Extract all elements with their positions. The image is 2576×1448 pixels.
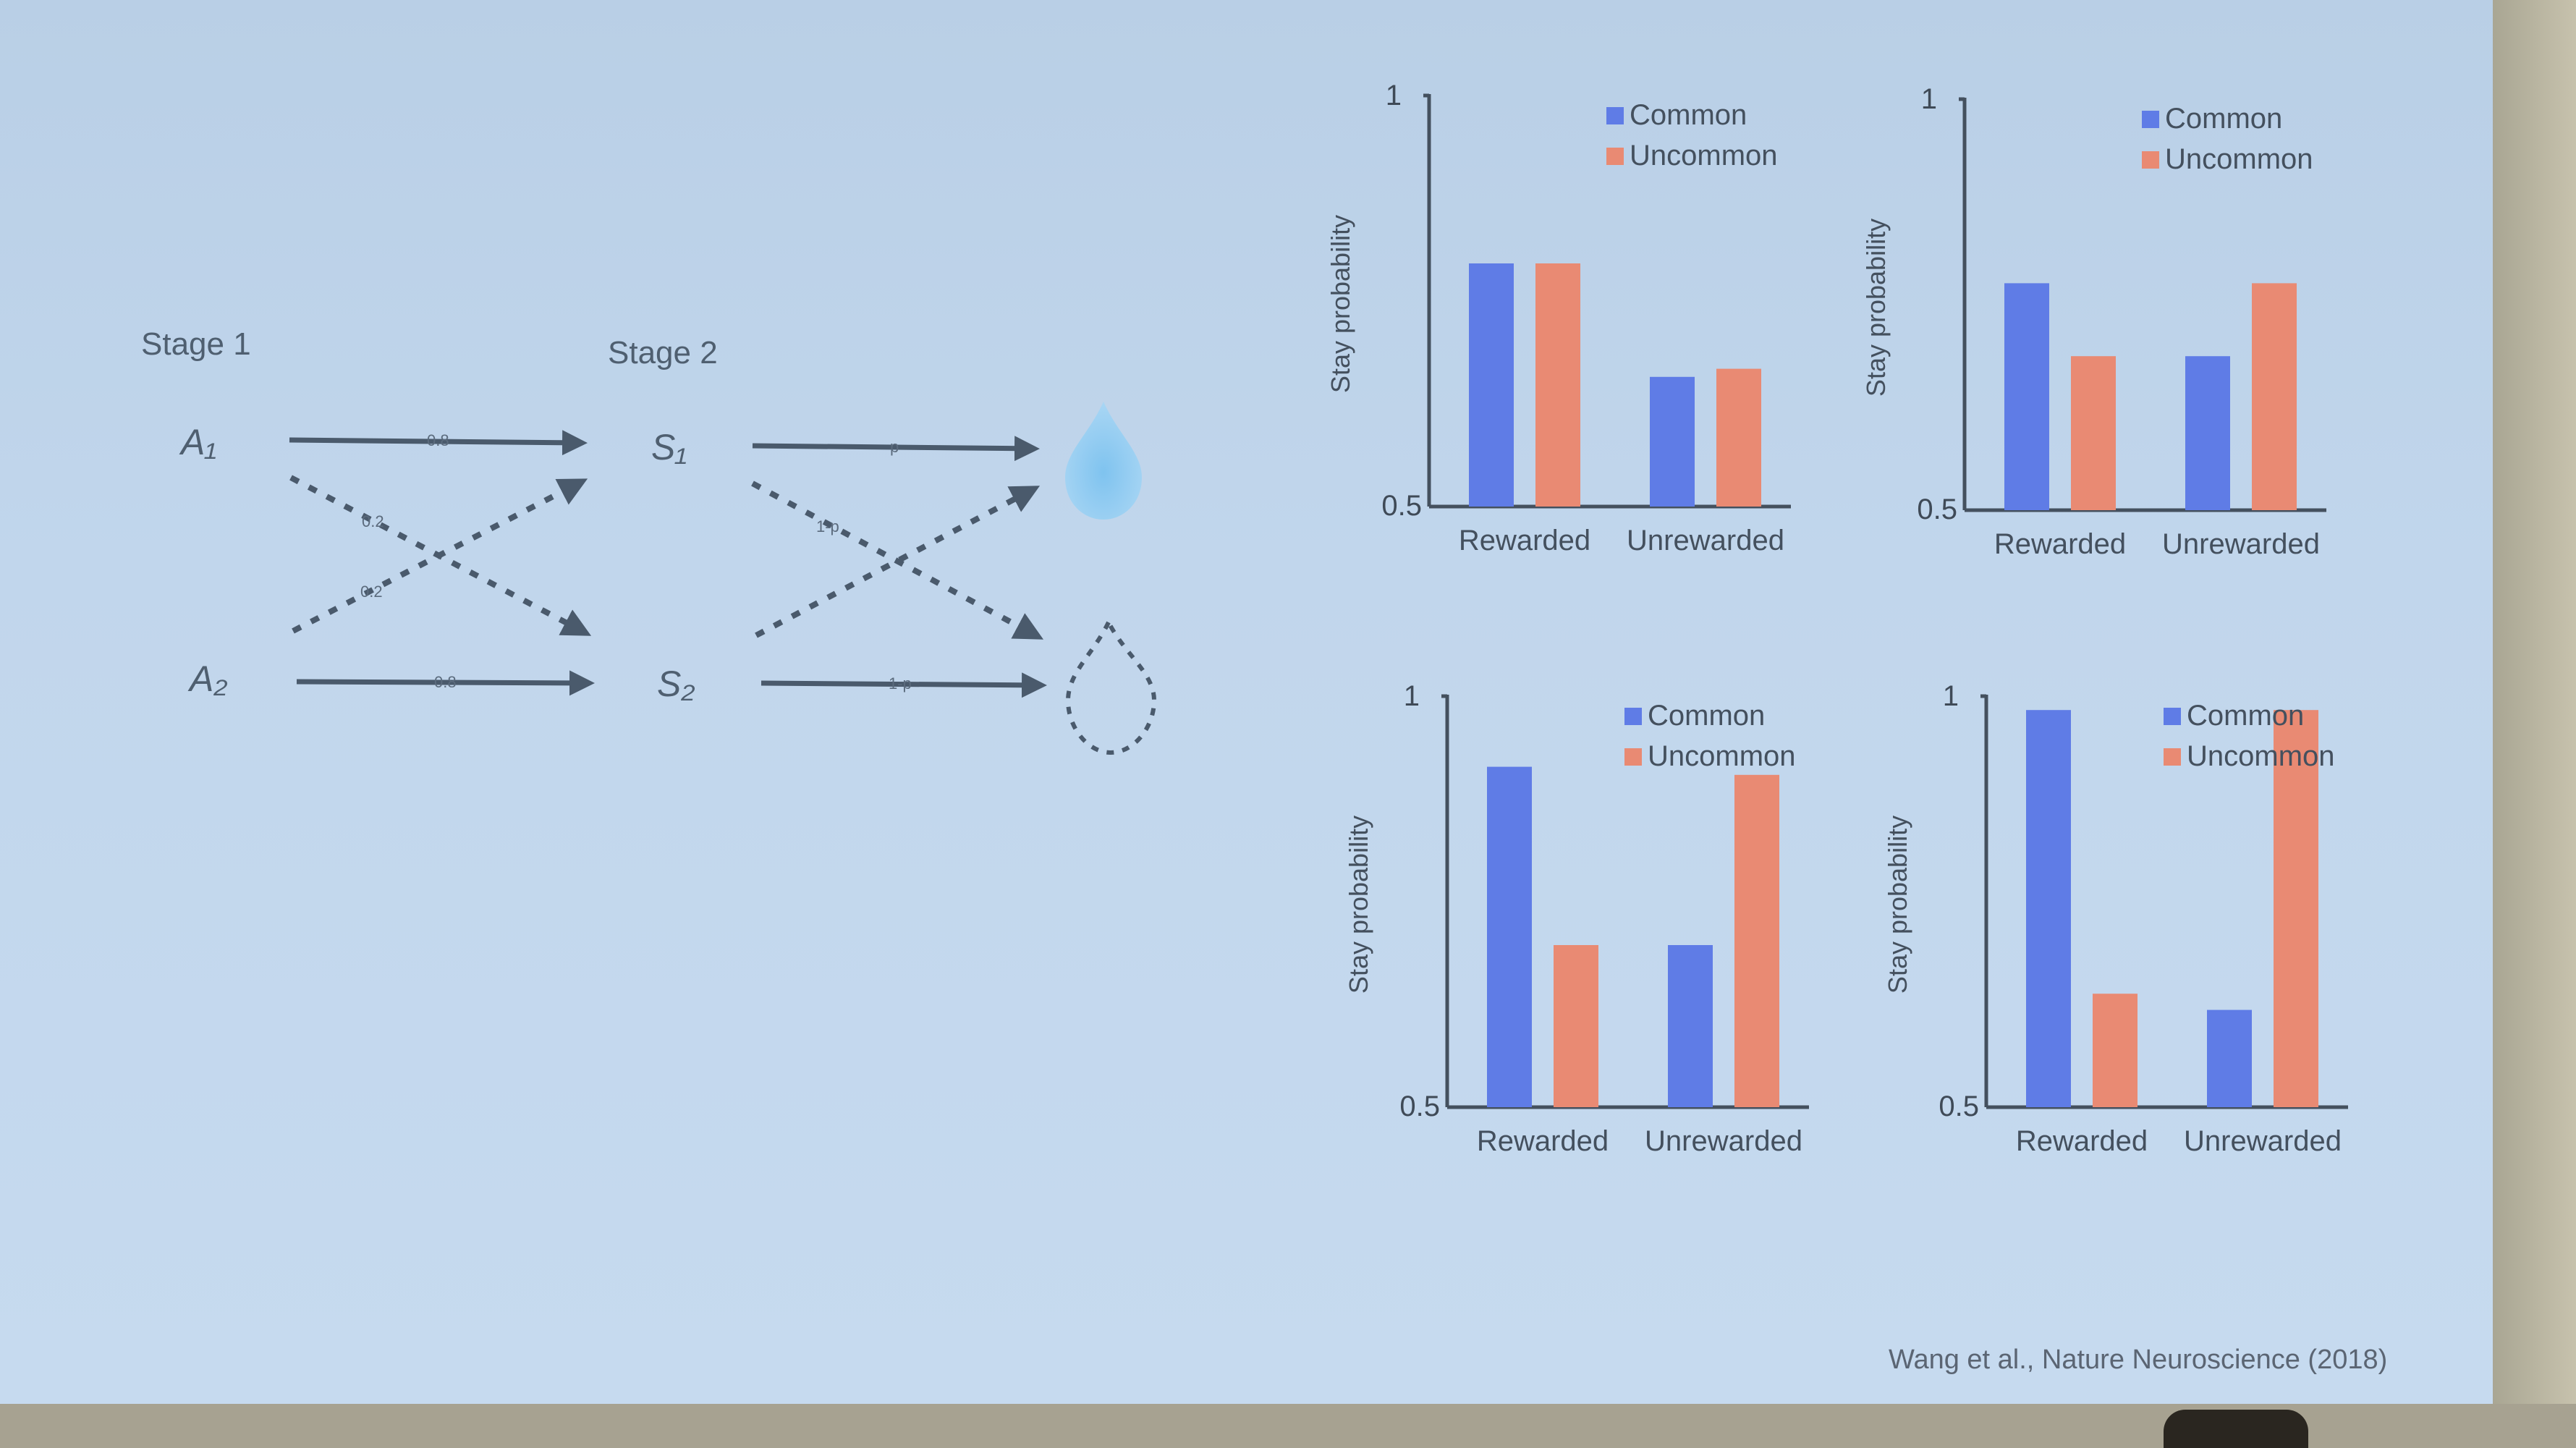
chart-1: 1 0.5 Stay probability Rewarded Unrewarded Co… bbox=[1326, 80, 1791, 556]
legend-label-uncommon: Uncommon bbox=[2187, 740, 2335, 772]
bar-uncommon-rewarded bbox=[2071, 356, 2116, 510]
node-a1: A₁ bbox=[179, 422, 216, 462]
arrow-a2-s1 bbox=[292, 478, 588, 634]
y-tick-label: 0.5 bbox=[1381, 490, 1422, 522]
arrow-s2-noreward bbox=[760, 672, 1047, 698]
bar-uncommon-rewarded bbox=[1554, 945, 1598, 1107]
bar-common-rewarded bbox=[1469, 263, 1514, 507]
y-tick-label: 0.5 bbox=[1399, 1091, 1440, 1122]
x-tick-label: Unrewarded bbox=[1645, 1125, 1802, 1157]
bar-common-unrewarded bbox=[1668, 945, 1713, 1107]
legend-label-common: Common bbox=[2187, 700, 2304, 732]
legend-swatch-uncommon bbox=[2164, 748, 2181, 766]
prob-a1-s1: 0.8 bbox=[427, 431, 449, 449]
bar-common-unrewarded bbox=[2185, 356, 2230, 510]
chart-3: 1 0.5 Stay probability Rewarded Unrewarded Co… bbox=[1344, 680, 1809, 1157]
y-tick-label: 0.5 bbox=[1917, 494, 1957, 525]
y-tick-label: 1 bbox=[1386, 80, 1402, 111]
arrow-s1-noreward bbox=[751, 480, 1044, 640]
stay-probability-charts: 1 0.5 Stay probability Rewarded Unrewarded Co… bbox=[1326, 80, 2348, 1157]
bar-common-unrewarded bbox=[2207, 1009, 2252, 1107]
wall-right bbox=[2493, 0, 2576, 1448]
y-tick-label: 0.5 bbox=[1939, 1091, 1979, 1122]
x-tick-label: Rewarded bbox=[1459, 525, 1590, 556]
x-tick-label: Rewarded bbox=[2016, 1125, 2148, 1157]
x-tick-label: Unrewarded bbox=[2184, 1125, 2342, 1157]
y-tick-label: 1 bbox=[1404, 680, 1420, 712]
empty-drop-icon bbox=[1065, 617, 1157, 755]
reward-drop-icon bbox=[1065, 402, 1142, 520]
prob-s1-reward: p bbox=[890, 438, 899, 456]
x-tick-label: Rewarded bbox=[1477, 1125, 1609, 1157]
wall-bottom bbox=[0, 1404, 2576, 1448]
stage-2-label: Stage 2 bbox=[608, 335, 718, 371]
node-a2: A₂ bbox=[187, 659, 227, 699]
bar-uncommon-unrewarded bbox=[2252, 283, 2297, 510]
bar-uncommon-rewarded bbox=[1535, 263, 1580, 507]
node-s2: S₂ bbox=[657, 664, 695, 704]
bar-common-rewarded bbox=[2026, 710, 2071, 1107]
x-tick-label: Unrewarded bbox=[2162, 528, 2320, 560]
slide: Stage 1 Stage 2 A₁ A₂ S₁ S₂ 0.8 0.8 0.2 … bbox=[0, 0, 2493, 1404]
prob-s2-noreward: 1-p bbox=[889, 674, 912, 693]
legend-swatch-common bbox=[1624, 708, 1642, 725]
legend-label-uncommon: Uncommon bbox=[1648, 740, 1796, 772]
x-tick-label: Rewarded bbox=[1994, 528, 2126, 560]
cable bbox=[2164, 1410, 2308, 1448]
prob-a1-s2: 0.2 bbox=[362, 512, 384, 530]
prob-s1-noreward: 1-p bbox=[816, 517, 839, 535]
bar-common-rewarded bbox=[1487, 766, 1532, 1107]
bar-common-rewarded bbox=[2004, 283, 2049, 510]
two-stage-task-diagram: Stage 1 Stage 2 A₁ A₂ S₁ S₂ 0.8 0.8 0.2 … bbox=[141, 326, 1157, 755]
y-axis-label: Stay probability bbox=[1861, 219, 1891, 397]
node-s1: S₁ bbox=[651, 427, 687, 467]
prob-a2-s1: 0.2 bbox=[360, 583, 383, 601]
y-axis-label: Stay probability bbox=[1326, 215, 1355, 393]
legend-swatch-uncommon bbox=[1624, 748, 1642, 766]
legend-swatch-common bbox=[2142, 111, 2159, 128]
legend-swatch-common bbox=[2164, 708, 2181, 725]
legend-label-common: Common bbox=[2165, 103, 2282, 135]
arrow-a2-s2 bbox=[296, 670, 595, 696]
citation: Wang et al., Nature Neuroscience (2018) bbox=[1889, 1345, 2388, 1375]
y-tick-label: 1 bbox=[1943, 680, 1959, 712]
legend-swatch-uncommon bbox=[1606, 148, 1624, 165]
stage-1-label: Stage 1 bbox=[141, 326, 251, 362]
legend-label-common: Common bbox=[1630, 99, 1747, 131]
bar-uncommon-unrewarded bbox=[2274, 710, 2318, 1107]
chart-4: 1 0.5 Stay probability Rewarded Unrewarded Co… bbox=[1883, 680, 2348, 1157]
x-tick-label: Unrewarded bbox=[1627, 525, 1784, 556]
y-axis-label: Stay probability bbox=[1344, 816, 1373, 994]
bar-common-unrewarded bbox=[1650, 376, 1695, 507]
bar-uncommon-unrewarded bbox=[1734, 774, 1779, 1107]
legend-swatch-common bbox=[1606, 107, 1624, 124]
legend-label-common: Common bbox=[1648, 700, 1765, 732]
y-axis-label: Stay probability bbox=[1883, 816, 1912, 994]
chart-2: 1 0.5 Stay probability Rewarded Unrewarded Co… bbox=[1861, 83, 2326, 560]
bar-uncommon-rewarded bbox=[2093, 994, 2138, 1107]
prob-a2-s2: 0.8 bbox=[434, 673, 457, 691]
legend-swatch-uncommon bbox=[2142, 151, 2159, 169]
legend-label-uncommon: Uncommon bbox=[1630, 140, 1778, 172]
bar-uncommon-unrewarded bbox=[1716, 368, 1761, 507]
y-tick-label: 1 bbox=[1921, 83, 1937, 115]
arrow-a1-s1 bbox=[289, 430, 588, 456]
legend-label-uncommon: Uncommon bbox=[2165, 143, 2313, 175]
arrow-s1-reward bbox=[752, 436, 1040, 462]
